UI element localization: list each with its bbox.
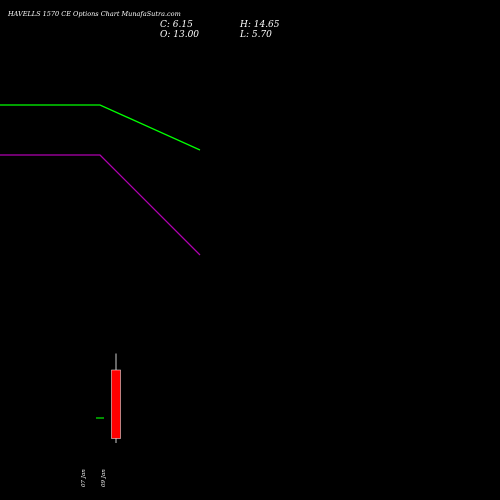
x-axis-ticks: 07 Jan 09 Jan [81, 469, 107, 487]
x-tick-label: 09 Jan [101, 469, 107, 487]
high-readout: H: 14.65 [239, 20, 280, 30]
indicator-line-1 [0, 104, 201, 151]
indicator-line-2 [0, 154, 201, 256]
indicator-lines [0, 104, 201, 256]
low-readout: L: 5.70 [239, 30, 272, 40]
close-readout: C: 6.15 [160, 20, 193, 30]
candle-body [111, 369, 121, 439]
chart-title: HAVELLS 1570 CE Options Chart MunafaSutr… [7, 10, 181, 18]
candles [96, 353, 121, 443]
open-readout: O: 13.00 [160, 30, 199, 40]
x-tick-label: 07 Jan [81, 469, 87, 487]
